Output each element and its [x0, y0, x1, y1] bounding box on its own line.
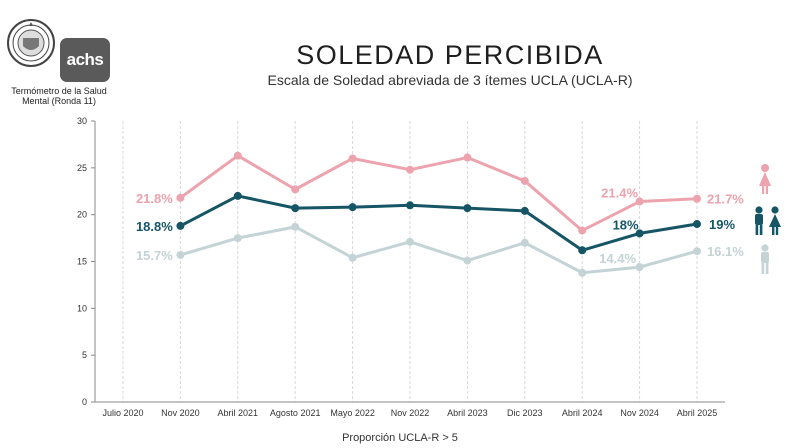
data-point-total — [406, 201, 414, 210]
series-line-total — [179, 194, 698, 252]
y-tick-label: 20 — [77, 210, 87, 220]
data-point-total — [291, 204, 300, 213]
achs-logo: achs — [60, 38, 110, 82]
data-point-hombres — [176, 250, 185, 259]
data-label-total: 18.8% — [136, 219, 173, 234]
x-tick-label: Abril 2024 — [562, 408, 603, 418]
male-icon — [761, 244, 769, 274]
data-point-mujeres — [578, 226, 587, 235]
x-tick-label: Nov 2024 — [620, 408, 659, 418]
data-point-total — [693, 220, 701, 229]
y-tick-label: 5 — [82, 350, 87, 360]
x-axis-caption: Proporción UCLA-R > 5 — [342, 432, 458, 444]
chart-subtitle: Escala de Soledad abreviada de 3 ítemes … — [267, 72, 633, 88]
data-label-hombres: 14.4% — [599, 251, 636, 266]
x-tick-label: Abril 2025 — [677, 408, 718, 418]
couple-icon — [755, 206, 781, 235]
x-tick-label: Abril 2021 — [218, 408, 259, 418]
data-point-total — [578, 246, 587, 255]
female-icon — [759, 164, 771, 194]
data-label-mujeres: 21.4% — [601, 186, 638, 201]
data-label-mujeres: 21.7% — [707, 192, 744, 207]
data-label-mujeres: 21.8% — [136, 191, 173, 206]
y-tick-label: 0 — [82, 397, 87, 407]
series-line-mujeres — [179, 154, 698, 233]
data-point-hombres — [233, 234, 242, 243]
x-tick-label: Mayo 2022 — [330, 408, 375, 418]
data-label-hombres: 15.7% — [136, 248, 173, 263]
data-point-total — [348, 203, 357, 212]
data-point-mujeres — [291, 185, 300, 194]
data-point-total — [463, 204, 472, 213]
data-point-mujeres — [693, 194, 701, 203]
data-point-total — [520, 206, 529, 215]
data-point-total — [176, 221, 185, 230]
data-point-total — [233, 191, 242, 200]
logo-caption: Termómetro de la Salud Mental (Ronda 11) — [11, 86, 107, 106]
y-tick-label: 10 — [77, 303, 87, 313]
data-point-hombres — [348, 253, 357, 262]
data-label-hombres: 16.1% — [707, 244, 744, 259]
data-label-total: 18% — [613, 217, 639, 232]
data-point-mujeres — [520, 176, 529, 185]
data-point-hombres — [520, 238, 529, 247]
series-line-hombres — [179, 225, 698, 275]
logo-area: achs Termómetro de la Salud Mental (Rond… — [4, 16, 114, 108]
data-label-total: 19% — [709, 217, 735, 232]
y-tick-label: 30 — [77, 116, 87, 126]
data-point-total — [635, 229, 644, 238]
data-point-hombres — [635, 263, 644, 272]
legend-icons — [755, 164, 781, 274]
x-tick-label: Abril 2023 — [447, 408, 488, 418]
data-point-mujeres — [635, 197, 644, 206]
x-tick-label: Dic 2023 — [507, 408, 543, 418]
university-seal-icon — [7, 19, 55, 67]
data-point-hombres — [693, 247, 701, 256]
data-point-mujeres — [176, 193, 185, 202]
data-point-hombres — [578, 268, 587, 277]
data-point-mujeres — [406, 165, 414, 174]
x-tick-label: Nov 2022 — [391, 408, 430, 418]
data-point-hombres — [291, 222, 300, 231]
data-point-mujeres — [463, 153, 472, 162]
data-point-mujeres — [348, 154, 357, 163]
chart-title: SOLEDAD PERCIBIDA — [296, 40, 604, 70]
x-tick-label: Agosto 2021 — [270, 408, 321, 418]
data-point-mujeres — [233, 151, 242, 160]
y-tick-label: 15 — [77, 257, 87, 267]
y-tick-label: 25 — [77, 163, 87, 173]
data-point-hombres — [406, 237, 414, 246]
x-tick-label: Nov 2020 — [161, 408, 200, 418]
data-point-hombres — [463, 256, 472, 265]
x-tick-label: Julio 2020 — [102, 408, 143, 418]
